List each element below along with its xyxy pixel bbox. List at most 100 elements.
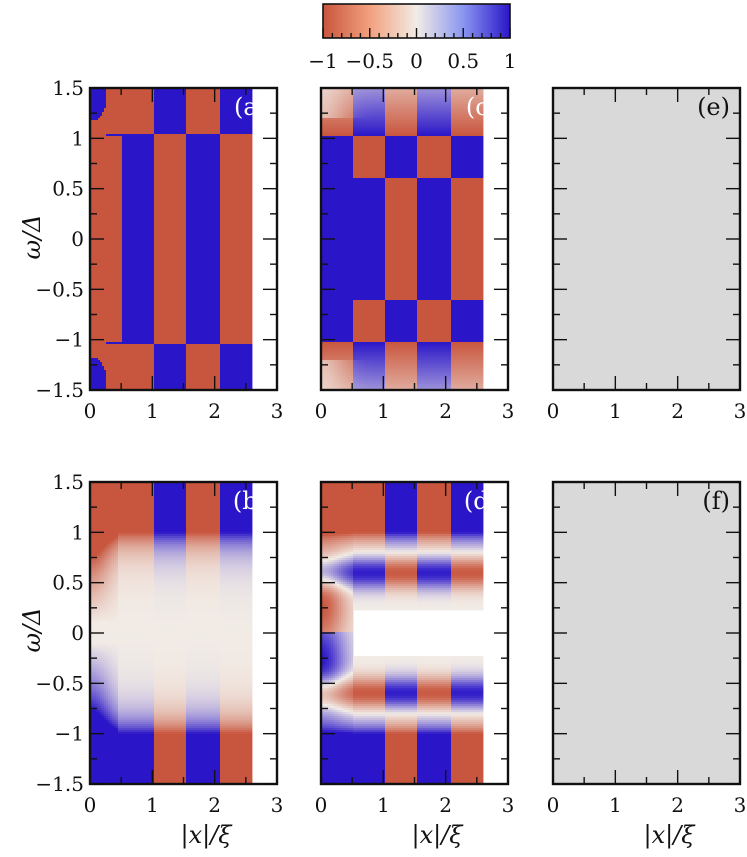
heatmap-cell xyxy=(385,372,418,375)
heatmap-cell xyxy=(349,540,352,543)
heatmap-cell xyxy=(327,580,330,583)
heatmap-cell xyxy=(114,574,117,577)
heatmap-cell xyxy=(118,598,155,601)
heatmap-cell xyxy=(104,646,107,649)
heatmap-cell xyxy=(104,566,107,569)
heatmap-cell xyxy=(347,364,350,367)
heatmap-cell xyxy=(186,384,221,387)
heatmap-cell xyxy=(353,136,386,139)
heatmap-cell xyxy=(321,600,324,603)
heatmap-cell xyxy=(321,568,324,571)
heatmap-cell xyxy=(90,136,123,139)
heatmap-cell xyxy=(417,208,452,211)
heatmap-cell xyxy=(220,584,253,587)
heatmap-cell xyxy=(417,532,452,535)
heatmap-cell xyxy=(112,682,115,685)
heatmap-cell xyxy=(417,236,452,239)
heatmap-cell xyxy=(345,564,348,567)
heatmap-cell xyxy=(339,538,342,541)
heatmap-cell xyxy=(114,672,117,675)
heatmap-cell xyxy=(321,196,386,199)
heatmap-cell xyxy=(325,574,328,577)
heatmap-cell xyxy=(451,288,484,291)
heatmap-cell xyxy=(220,742,253,745)
heatmap-cell xyxy=(154,664,187,667)
heatmap-cell xyxy=(417,602,452,605)
heatmap-cell xyxy=(90,554,97,557)
heatmap-cell xyxy=(220,646,253,649)
heatmap-cell xyxy=(104,660,107,663)
heatmap-cell xyxy=(90,342,107,345)
heatmap-cell xyxy=(451,374,484,377)
heatmap-cell xyxy=(325,98,328,101)
heatmap-cell xyxy=(385,604,418,607)
heatmap-cell xyxy=(220,154,253,157)
heatmap-cell xyxy=(335,378,338,381)
heatmap-cell xyxy=(329,556,332,559)
heatmap-cell xyxy=(90,330,123,333)
heatmap-cell xyxy=(331,378,334,381)
heatmap-cell xyxy=(349,556,352,559)
heatmap-cell xyxy=(154,384,187,387)
heatmap-cell xyxy=(186,640,221,643)
heatmap-cell xyxy=(108,650,111,653)
heatmap-cell xyxy=(335,578,338,581)
heatmap-cell xyxy=(220,264,253,267)
heatmap-cell xyxy=(417,154,452,157)
heatmap-cell xyxy=(349,582,352,585)
heatmap-cell xyxy=(327,382,330,385)
heatmap-cell xyxy=(321,116,324,119)
heatmap-cell xyxy=(349,102,352,105)
heatmap-cell xyxy=(367,96,370,99)
heatmap-cell xyxy=(116,550,119,553)
heatmap-cell xyxy=(186,510,221,513)
heatmap-cell xyxy=(114,702,117,705)
heatmap-cell xyxy=(343,110,346,113)
heatmap-cell xyxy=(90,264,123,267)
heatmap-cell xyxy=(110,586,113,589)
heatmap-cell xyxy=(94,656,97,659)
heatmap-cell xyxy=(333,378,336,381)
x-tick-label: 3 xyxy=(502,399,515,423)
heatmap-cell xyxy=(337,604,340,607)
heatmap-cell xyxy=(114,690,117,693)
heatmap-cell xyxy=(451,194,484,197)
heatmap-cell xyxy=(90,324,123,327)
heatmap-cell xyxy=(90,750,155,753)
heatmap-cell xyxy=(220,330,253,333)
heatmap-cell xyxy=(122,286,155,289)
heatmap-cell xyxy=(94,706,97,709)
heatmap-cell xyxy=(417,110,452,113)
heatmap-cell xyxy=(385,504,418,507)
heatmap-cell xyxy=(106,546,109,549)
heatmap-cell xyxy=(451,270,484,273)
heatmap-cell xyxy=(186,104,221,107)
heatmap-cell xyxy=(417,106,452,109)
heatmap-cell xyxy=(116,606,119,609)
heatmap-cell xyxy=(154,230,187,233)
heatmap-cell xyxy=(100,710,103,713)
heatmap-cell xyxy=(90,272,123,275)
heatmap-cell xyxy=(367,116,370,119)
heatmap-cell xyxy=(417,120,452,123)
heatmap-cell xyxy=(98,600,101,603)
heatmap-cell xyxy=(353,100,356,103)
heatmap-cell xyxy=(116,570,119,573)
heatmap-cell xyxy=(220,304,253,307)
y-tick-label: 1 xyxy=(71,126,84,150)
heatmap-cell xyxy=(345,598,348,601)
colorbar-tick-label: 0 xyxy=(410,49,423,73)
heatmap-cell xyxy=(451,586,484,589)
heatmap-cell xyxy=(329,380,332,383)
heatmap-cell xyxy=(96,690,99,693)
heatmap-cell xyxy=(323,104,326,107)
heatmap-cell xyxy=(110,574,113,577)
heatmap-cell xyxy=(339,548,342,551)
heatmap-cell xyxy=(385,104,418,107)
heatmap-cell xyxy=(92,656,95,659)
heatmap-cell xyxy=(220,160,253,163)
heatmap-cell xyxy=(186,712,221,715)
heatmap-cell xyxy=(110,716,113,719)
heatmap-cell xyxy=(98,556,101,559)
heatmap-cell xyxy=(112,658,115,661)
